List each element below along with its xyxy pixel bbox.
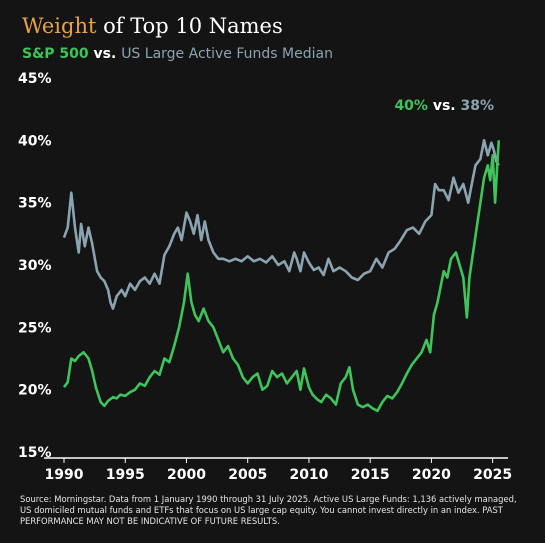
y-tick-label: 40% [18, 133, 52, 149]
series-lines [62, 139, 501, 413]
annotation-v1: 40% [394, 98, 428, 114]
x-axis-ticks: 1990 1995 2000 2005 2010 2015 2020 2025 [45, 458, 512, 483]
subtitle-series1: S&P 500 [22, 46, 89, 62]
annotation-v2: 38% [460, 98, 494, 114]
y-tick-label: 20% [18, 383, 52, 399]
y-tick-label: 45% [18, 71, 52, 87]
active-funds-line [62, 139, 500, 310]
x-tick-label: 2015 [351, 467, 390, 483]
x-tick-label: 2005 [228, 467, 267, 483]
chart-title: Weight of Top 10 Names [22, 14, 283, 38]
title-rest: of Top 10 Names [96, 14, 283, 38]
x-tick-label: 2025 [473, 467, 512, 483]
y-tick-label: 30% [18, 258, 52, 274]
y-tick-label: 25% [18, 320, 52, 336]
sp500-line [62, 140, 501, 413]
y-tick-label: 35% [18, 196, 52, 212]
x-tick-label: 2020 [412, 467, 451, 483]
chart-subtitle: S&P 500 vs. US Large Active Funds Median [22, 46, 333, 62]
title-accent: Weight [22, 14, 97, 38]
value-annotation: 40% vs. 38% [394, 98, 494, 114]
subtitle-vs: vs. [88, 46, 122, 62]
y-tick-label: 15% [18, 445, 52, 461]
x-tick-label: 2010 [289, 467, 328, 483]
x-tick-label: 1995 [106, 467, 145, 483]
x-tick-label: 1990 [45, 467, 84, 483]
source-footnote: Source: Morningstar. Data from 1 January… [20, 494, 517, 526]
x-tick-label: 2000 [167, 467, 206, 483]
subtitle-series2: US Large Active Funds Median [121, 46, 333, 62]
y-axis-ticks: 15% 20% 25% 30% 35% 40% 45% [18, 71, 52, 461]
annotation-vs: vs. [428, 98, 461, 114]
line-chart: 15% 20% 25% 30% 35% 40% 45% 1990 1995 2000 2005 20… [18, 71, 512, 483]
